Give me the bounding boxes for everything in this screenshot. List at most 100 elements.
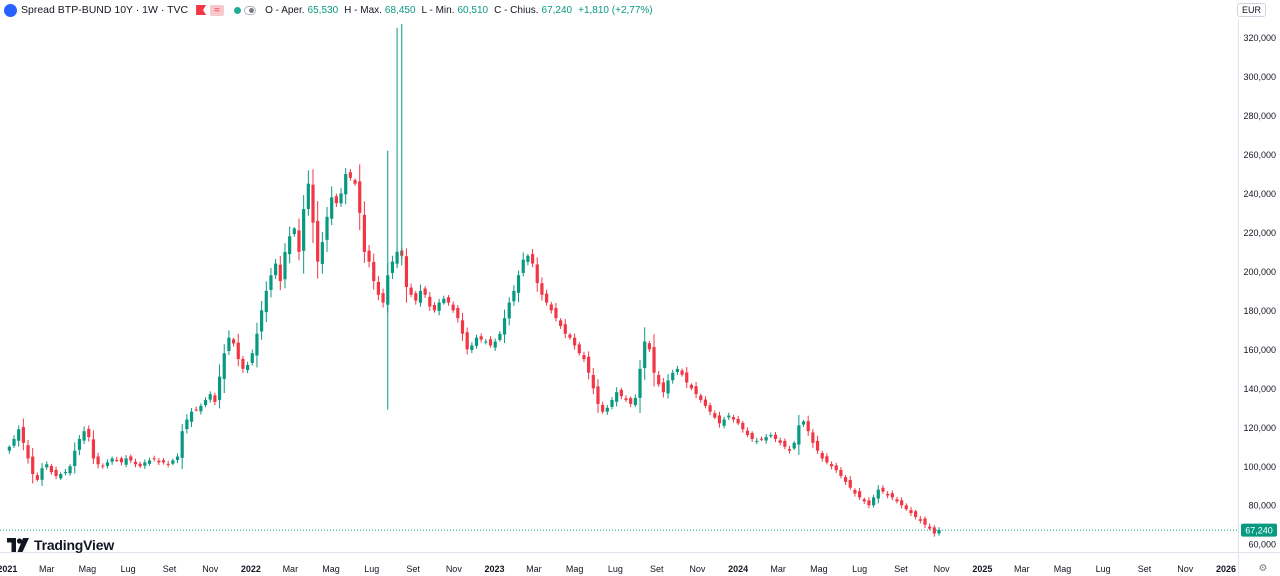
candle-body: [535, 264, 539, 284]
candle-body: [582, 355, 586, 360]
candle-body: [755, 440, 759, 442]
candle-body: [17, 429, 21, 441]
candle-body: [451, 304, 455, 311]
candle-body: [745, 430, 750, 436]
candle-body: [437, 302, 441, 311]
candle-body: [633, 398, 637, 406]
y-tick-label: 120,000: [1243, 423, 1276, 433]
symbol-title[interactable]: Spread BTP-BUND 10Y · 1W · TVC: [21, 4, 189, 16]
x-tick-label: Set: [163, 564, 177, 574]
candle-body: [208, 394, 212, 400]
flag-icon[interactable]: [196, 5, 207, 15]
candle-body: [334, 196, 338, 204]
candle-body: [49, 466, 53, 473]
brand-name: TradingView: [34, 537, 115, 553]
y-tick-label: 180,000: [1243, 306, 1276, 316]
currency-selector[interactable]: EUR: [1236, 3, 1266, 17]
candle-body: [171, 460, 175, 464]
candle-body: [549, 304, 553, 311]
candle-body: [717, 415, 722, 424]
x-tick-label: Mag: [322, 564, 340, 574]
candle-body: [909, 510, 913, 514]
candle-body: [591, 374, 595, 389]
x-tick-label: 2024: [728, 564, 748, 574]
candle-body: [577, 344, 581, 354]
candle-body: [862, 499, 866, 502]
candle-body: [105, 462, 110, 466]
candle-body: [306, 183, 310, 210]
candle-body: [446, 297, 451, 303]
x-tick-label: Lug: [364, 564, 379, 574]
candle-body: [769, 435, 773, 437]
candle-body: [110, 458, 114, 462]
candle-body: [115, 460, 119, 462]
candle-body: [507, 302, 511, 319]
approx-icon[interactable]: ≈: [210, 4, 225, 16]
settings-icon[interactable]: ⚙: [1258, 563, 1268, 574]
candle-body: [820, 452, 824, 459]
last-price-tag: [1241, 523, 1277, 537]
candle-body: [358, 181, 362, 213]
candle-body: [629, 398, 633, 404]
y-tick-label: 280,000: [1243, 111, 1276, 121]
candle-body: [890, 493, 894, 498]
candle-body: [129, 456, 133, 461]
candle-body: [21, 426, 25, 443]
toggle-icon[interactable]: [244, 5, 257, 15]
candle-body: [31, 456, 35, 475]
candle-body: [731, 417, 736, 420]
candle-body: [133, 461, 138, 465]
candle-body: [516, 275, 521, 293]
candle-body: [544, 293, 549, 303]
y-tick-label: 60,000: [1248, 540, 1276, 550]
y-tick-label: 240,000: [1243, 189, 1276, 199]
x-tick-label: Set: [894, 564, 908, 574]
candle-body: [530, 254, 535, 264]
candle-body: [680, 370, 684, 375]
low-value: 60,510: [457, 4, 489, 16]
candle-body: [661, 382, 665, 393]
candle-body: [703, 399, 708, 406]
candle-body: [292, 228, 296, 235]
candle-body: [736, 418, 740, 424]
candle-body: [638, 368, 642, 398]
high-value: 68,450: [384, 4, 416, 16]
candle-body: [727, 415, 731, 418]
candle-body: [474, 337, 479, 346]
change-value: +1,810 (+2,77%): [578, 4, 653, 16]
x-tick-label: Lug: [852, 564, 867, 574]
candle-body: [843, 477, 848, 482]
x-tick-label: Nov: [689, 564, 706, 574]
candle-body: [699, 395, 703, 400]
x-tick-label: Nov: [202, 564, 219, 574]
candle-body: [741, 422, 745, 430]
y-tick-label: 160,000: [1243, 345, 1276, 355]
candle-body: [26, 445, 30, 459]
candle-body: [260, 310, 264, 332]
symbol-icon[interactable]: [4, 3, 17, 17]
candle-body: [540, 283, 544, 295]
candle-body: [647, 343, 651, 350]
candle-body: [886, 493, 890, 496]
candle-body: [479, 336, 483, 340]
candle-body: [432, 305, 437, 311]
candle-body: [362, 214, 366, 252]
candle-body: [143, 462, 147, 466]
x-tick-label: Nov: [446, 564, 463, 574]
tradingview-logo-icon: [7, 538, 29, 552]
candle-body: [502, 318, 507, 335]
candle-body: [147, 460, 152, 464]
candle-body: [928, 526, 932, 529]
candle-body: [498, 333, 502, 340]
candle-body: [278, 264, 282, 282]
candle-body: [175, 456, 180, 460]
brand-logo[interactable]: TradingView: [7, 537, 114, 553]
candle-body: [348, 172, 352, 178]
candle-body: [236, 342, 240, 360]
x-tick-label: Mar: [770, 564, 786, 574]
candle-body: [320, 242, 324, 264]
candle-body: [161, 460, 166, 463]
candle-body: [783, 440, 787, 447]
y-tick-label: 200,000: [1243, 267, 1276, 277]
